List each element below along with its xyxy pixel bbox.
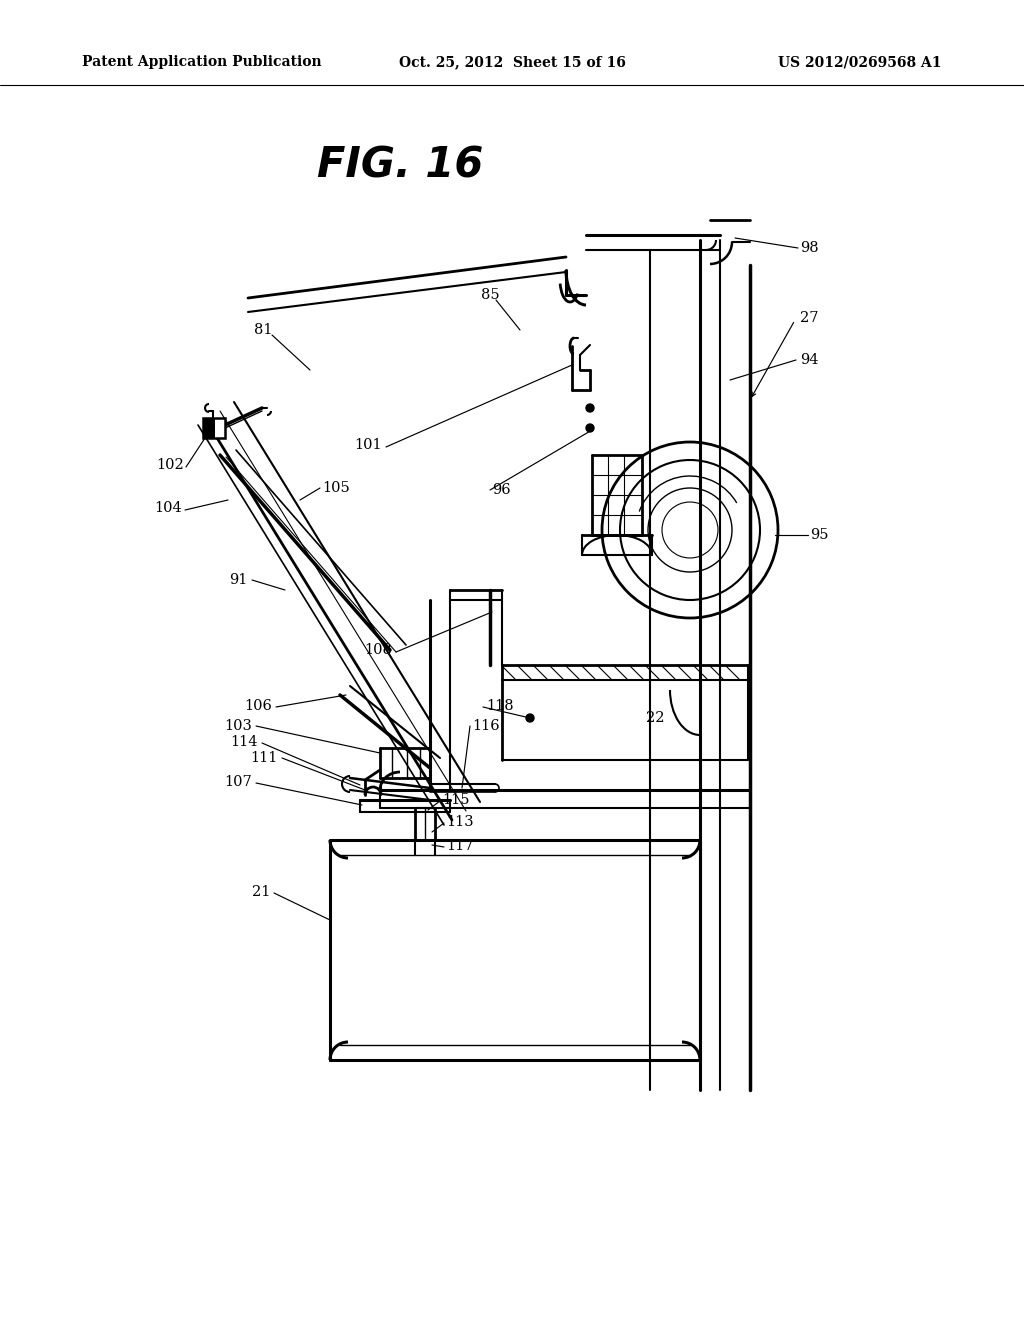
Text: 101: 101 — [354, 438, 382, 451]
Text: 106: 106 — [244, 700, 272, 713]
Text: 108: 108 — [365, 643, 392, 657]
Text: 95: 95 — [810, 528, 828, 543]
Text: US 2012/0269568 A1: US 2012/0269568 A1 — [778, 55, 942, 69]
Text: 81: 81 — [254, 323, 272, 337]
Text: 115: 115 — [442, 793, 469, 807]
Text: 94: 94 — [800, 352, 818, 367]
Text: Patent Application Publication: Patent Application Publication — [82, 55, 322, 69]
Text: 85: 85 — [480, 288, 500, 302]
Text: 111: 111 — [251, 751, 278, 766]
Text: 113: 113 — [446, 814, 474, 829]
Text: 118: 118 — [486, 700, 514, 713]
Circle shape — [526, 714, 534, 722]
Text: 104: 104 — [155, 502, 182, 515]
Text: 105: 105 — [322, 480, 350, 495]
Text: 103: 103 — [224, 719, 252, 733]
Text: Oct. 25, 2012  Sheet 15 of 16: Oct. 25, 2012 Sheet 15 of 16 — [398, 55, 626, 69]
Text: 116: 116 — [472, 719, 500, 733]
Circle shape — [586, 424, 594, 432]
Text: 117: 117 — [446, 840, 473, 853]
Polygon shape — [203, 418, 225, 438]
Text: 96: 96 — [492, 483, 511, 498]
Text: 107: 107 — [224, 775, 252, 789]
Text: 91: 91 — [229, 573, 248, 587]
Text: 22: 22 — [646, 711, 665, 725]
Polygon shape — [203, 418, 215, 438]
Text: 98: 98 — [800, 242, 818, 255]
Text: 27: 27 — [800, 312, 818, 325]
Text: 114: 114 — [230, 735, 258, 748]
Text: 102: 102 — [157, 458, 184, 473]
Text: 21: 21 — [252, 884, 270, 899]
Circle shape — [586, 404, 594, 412]
Text: FIG. 16: FIG. 16 — [316, 144, 483, 186]
